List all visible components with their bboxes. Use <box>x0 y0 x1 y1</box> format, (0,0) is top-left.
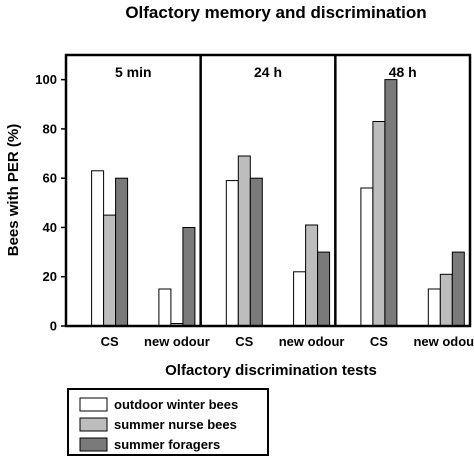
bar <box>360 187 374 327</box>
x-tick-label: CS <box>235 334 253 349</box>
bar <box>158 288 172 327</box>
bar <box>305 224 319 327</box>
y-tick-label: 80 <box>43 121 57 136</box>
bar <box>384 79 398 327</box>
bar <box>225 180 239 327</box>
x-tick-label: new odour <box>279 334 345 349</box>
x-tick-label: CS <box>370 334 388 349</box>
y-tick-label: 60 <box>43 171 57 186</box>
bar <box>293 271 307 327</box>
bar <box>249 177 263 327</box>
legend-label: summer foragers <box>114 437 220 452</box>
bar <box>451 251 465 327</box>
bar <box>427 288 441 327</box>
bar <box>182 227 196 327</box>
y-tick-label: 100 <box>35 72 57 87</box>
plot-frame <box>64 53 472 328</box>
legend-swatch <box>79 437 108 452</box>
bar <box>115 177 129 327</box>
bar <box>372 121 386 327</box>
plot-area: CS new odour 5 min CS new odour 24 h CS new odo… <box>35 53 474 349</box>
chart-title: Olfactory memory and discrimination <box>125 3 426 22</box>
y-tick-label: 0 <box>50 319 57 334</box>
bar <box>91 170 105 327</box>
y-axis-title: Bees with PER (%) <box>5 124 22 257</box>
bar <box>317 251 331 327</box>
panel-label: 24 h <box>254 64 282 80</box>
x-tick-label: CS <box>101 334 119 349</box>
bar <box>103 214 117 327</box>
y-tick-label: 20 <box>43 269 57 284</box>
x-tick-label: new odour <box>144 334 210 349</box>
bar <box>439 273 453 327</box>
legend-label: outdoor winter bees <box>114 397 238 412</box>
panel-label: 5 min <box>115 64 152 80</box>
x-tick-label: new odour <box>413 334 474 349</box>
y-tick-label: 40 <box>43 220 57 235</box>
bar <box>237 155 251 327</box>
panel-label: 48 h <box>389 64 417 80</box>
legend-swatch <box>79 417 108 432</box>
legend: outdoor winter bees summer nurse bees summ… <box>67 388 269 456</box>
legend-label: summer nurse bees <box>114 417 237 432</box>
x-axis-title: Olfactory discrimination tests <box>165 362 377 379</box>
legend-swatch <box>79 397 108 412</box>
